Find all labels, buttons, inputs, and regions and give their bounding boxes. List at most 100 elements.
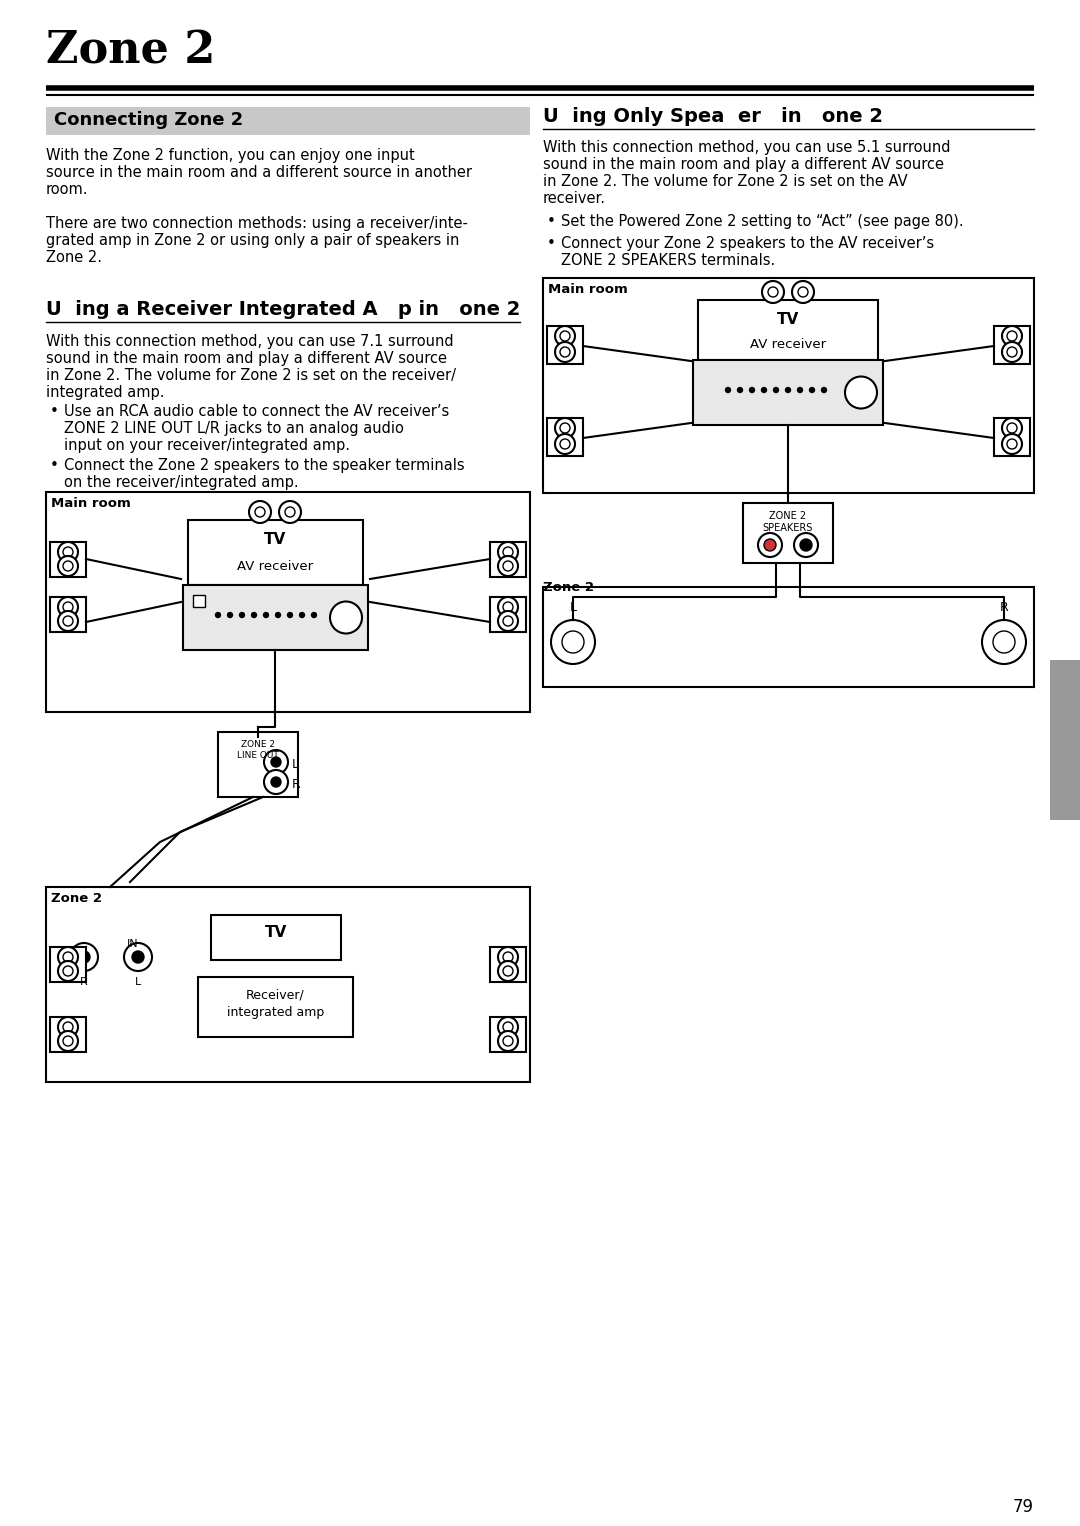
Circle shape [498,542,518,562]
Circle shape [279,501,301,523]
Bar [546,327,583,365]
Circle shape [503,1022,513,1032]
Text: TV: TV [265,925,287,940]
Text: AV receiver: AV receiver [238,560,313,572]
Circle shape [555,433,575,455]
Circle shape [240,612,244,618]
Text: R: R [1000,601,1009,613]
Circle shape [555,327,575,346]
Text: R: R [292,778,300,790]
Text: Main room: Main room [51,497,131,510]
Circle shape [63,952,73,961]
Bar [46,887,530,1082]
Circle shape [561,346,570,357]
Text: Zone 2: Zone 2 [543,581,594,594]
Circle shape [63,562,73,571]
Circle shape [63,1022,73,1032]
Bar [50,597,86,632]
Circle shape [249,501,271,523]
Bar [183,584,368,650]
Circle shape [70,943,98,971]
Bar [693,360,883,426]
Bar [743,504,833,563]
Circle shape [555,418,575,438]
Text: receiver.: receiver. [543,191,606,206]
Circle shape [498,555,518,575]
Text: ZONE 2
LINE OUT: ZONE 2 LINE OUT [238,740,279,760]
Text: sound in the main room and play a different AV source: sound in the main room and play a differ… [46,351,447,366]
Circle shape [561,439,570,449]
Circle shape [1007,423,1017,433]
Circle shape [1002,418,1022,438]
Circle shape [264,612,269,618]
Text: source in the main room and a different source in another: source in the main room and a different … [46,165,472,180]
Text: L: L [569,601,577,613]
Bar [543,278,1034,493]
Circle shape [264,749,288,774]
Circle shape [555,342,575,362]
Circle shape [271,757,281,768]
Circle shape [762,281,784,304]
Circle shape [503,1036,513,1045]
Text: on the receiver/integrated amp.: on the receiver/integrated amp. [64,475,299,490]
Circle shape [810,388,814,392]
Circle shape [503,952,513,961]
Text: in Zone 2. The volume for Zone 2 is set on the AV: in Zone 2. The volume for Zone 2 is set … [543,174,907,189]
Bar [46,491,530,713]
Circle shape [551,620,595,664]
Circle shape [845,377,877,409]
Text: Use an RCA audio cable to connect the AV receiver’s: Use an RCA audio cable to connect the AV… [64,404,449,420]
Circle shape [78,951,90,963]
Circle shape [794,533,818,557]
Circle shape [764,539,777,551]
Bar [50,1016,86,1051]
Text: U  ing Only Spea  er   in   one 2: U ing Only Spea er in one 2 [543,107,883,127]
Bar [193,595,205,607]
Circle shape [562,630,584,653]
Text: in Zone 2. The volume for Zone 2 is set on the receiver/: in Zone 2. The volume for Zone 2 is set … [46,368,456,383]
Text: Connect your Zone 2 speakers to the AV receiver’s: Connect your Zone 2 speakers to the AV r… [561,237,934,250]
Circle shape [285,507,295,517]
Circle shape [287,612,293,618]
Text: 79: 79 [1013,1499,1034,1515]
Circle shape [503,562,513,571]
Text: ZONE 2
SPEAKERS: ZONE 2 SPEAKERS [762,511,813,534]
Text: •: • [546,237,556,250]
Circle shape [758,533,782,557]
Text: TV: TV [265,533,286,546]
Circle shape [761,388,767,392]
Circle shape [124,943,152,971]
Circle shape [58,542,78,562]
Circle shape [63,966,73,977]
Circle shape [503,966,513,977]
Circle shape [1007,346,1017,357]
Bar [994,418,1030,456]
Text: Main room: Main room [548,282,627,296]
Circle shape [58,1016,78,1038]
Bar [546,418,583,456]
Text: With this connection method, you can use 5.1 surround: With this connection method, you can use… [543,140,950,156]
Text: With this connection method, you can use 7.1 surround: With this connection method, you can use… [46,334,454,349]
Text: integrated amp.: integrated amp. [46,385,164,400]
Circle shape [275,612,281,618]
Bar [218,732,298,797]
Circle shape [311,612,316,618]
Circle shape [271,777,281,787]
Circle shape [58,555,78,575]
Text: Set the Powered Zone 2 setting to “Act” (see page 80).: Set the Powered Zone 2 setting to “Act” … [561,214,963,229]
Bar [490,542,526,577]
Circle shape [264,771,288,794]
Circle shape [798,287,808,298]
Circle shape [1007,331,1017,340]
Circle shape [255,507,265,517]
Text: Connect the Zone 2 speakers to the speaker terminals: Connect the Zone 2 speakers to the speak… [64,458,464,473]
Text: Zone 2: Zone 2 [51,893,102,905]
Circle shape [498,1016,518,1038]
Bar [490,948,526,983]
Circle shape [726,388,730,392]
Bar [50,542,86,577]
Circle shape [58,1032,78,1051]
Circle shape [299,612,305,618]
Circle shape [498,1032,518,1051]
Text: Connecting Zone 2: Connecting Zone 2 [54,111,243,130]
